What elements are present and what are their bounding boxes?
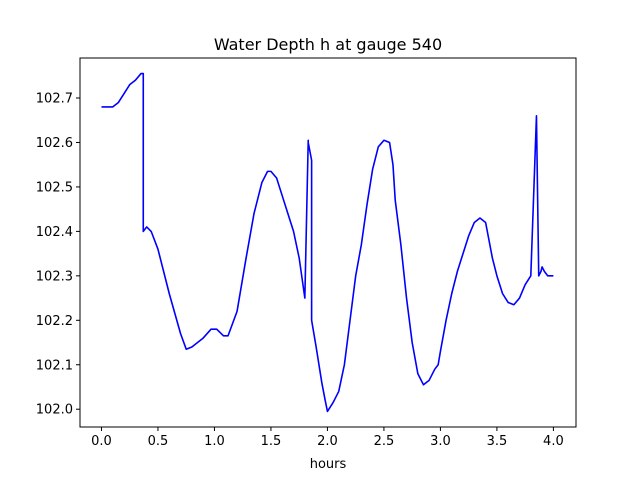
y-tick-label: 102.2 [36,314,73,329]
y-tick-label: 102.0 [36,403,73,418]
x-tick-label: 3.0 [430,434,451,449]
y-tick-label: 102.7 [36,92,73,107]
x-tick-label: 1.0 [204,434,225,449]
x-axis: 0.0 0.5 1.0 1.5 2.0 2.5 3.0 3.5 4.0 [91,427,564,449]
x-axis-label: hours [310,457,347,472]
x-tick-label: 1.5 [261,434,282,449]
x-tick-label: 2.5 [374,434,395,449]
x-tick-label: 4.0 [543,434,564,449]
x-tick-label: 0.0 [91,434,112,449]
y-tick-label: 102.3 [36,269,73,284]
x-tick-label: 3.5 [487,434,508,449]
y-tick-label: 102.1 [36,358,73,373]
plot-frame [79,57,577,428]
y-axis: 102.0 102.1 102.2 102.3 102.4 102.5 102.6 102.7 [36,92,80,418]
y-tick-label: 102.4 [36,225,73,240]
x-tick-label: 0.5 [148,434,169,449]
series-line-0 [101,72,554,413]
chart-title: Water Depth h at gauge 540 [214,35,442,54]
y-tick-label: 102.5 [36,180,73,195]
x-tick-label: 2.0 [317,434,338,449]
y-tick-label: 102.6 [36,136,73,151]
plot-area [101,72,554,413]
